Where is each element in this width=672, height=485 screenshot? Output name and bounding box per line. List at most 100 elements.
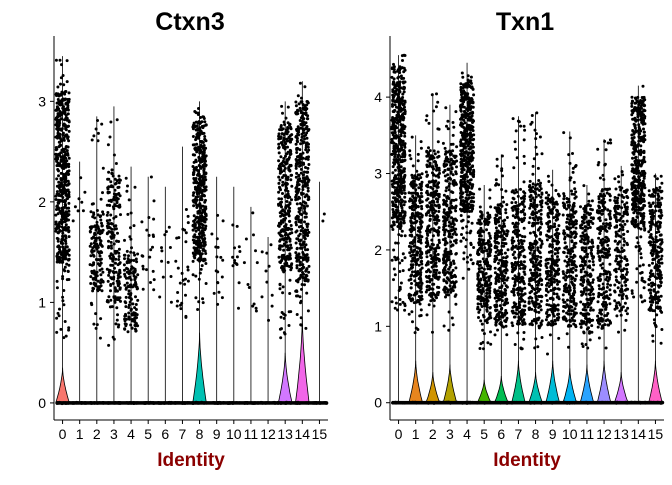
expression-point xyxy=(467,268,470,271)
expression-point xyxy=(460,122,463,125)
expression-point xyxy=(409,216,412,219)
expression-point xyxy=(481,284,484,287)
expression-point xyxy=(503,219,506,222)
expression-point xyxy=(236,225,239,228)
expression-point xyxy=(110,185,113,188)
expression-point xyxy=(410,260,413,263)
expression-point xyxy=(471,87,474,90)
expression-point xyxy=(419,223,422,226)
expression-point xyxy=(410,310,413,313)
expression-point xyxy=(251,305,254,308)
expression-point xyxy=(218,291,221,294)
expression-point xyxy=(111,264,114,267)
expression-point xyxy=(306,100,309,103)
expression-point xyxy=(465,238,468,241)
expression-point xyxy=(455,183,458,186)
expression-point xyxy=(130,284,133,287)
expression-point xyxy=(413,236,416,239)
x-tick-label: 1 xyxy=(76,426,84,442)
expression-point xyxy=(116,250,119,253)
expression-point xyxy=(447,293,450,296)
expression-point xyxy=(288,220,291,223)
expression-point xyxy=(411,298,414,301)
expression-point xyxy=(461,76,464,79)
expression-point xyxy=(296,313,299,316)
expression-point xyxy=(179,307,182,310)
expression-point xyxy=(198,236,201,239)
expression-point xyxy=(396,206,399,209)
expression-point xyxy=(429,218,432,221)
expression-point xyxy=(415,184,418,187)
expression-point xyxy=(101,271,104,274)
expression-point xyxy=(431,331,434,334)
expression-point xyxy=(391,200,394,203)
expression-point xyxy=(489,330,492,333)
expression-point xyxy=(480,299,483,302)
expression-point xyxy=(236,255,239,258)
expression-point xyxy=(182,279,185,282)
expression-point xyxy=(410,286,413,289)
expression-point xyxy=(391,103,394,106)
expression-point xyxy=(449,152,452,155)
expression-point xyxy=(238,245,241,248)
expression-point xyxy=(393,155,396,158)
expression-point xyxy=(487,217,490,220)
expression-point xyxy=(468,85,471,88)
expression-point xyxy=(478,297,481,300)
expression-point xyxy=(462,119,465,122)
expression-point xyxy=(106,226,109,229)
expression-point xyxy=(202,301,205,304)
expression-point xyxy=(428,303,431,306)
expression-point xyxy=(427,249,430,252)
expression-point xyxy=(194,124,197,127)
expression-point xyxy=(450,236,453,239)
expression-point xyxy=(447,268,450,271)
expression-point xyxy=(421,267,424,270)
expression-point xyxy=(109,136,112,139)
expression-point xyxy=(55,177,58,180)
expression-point xyxy=(136,253,139,256)
expression-point xyxy=(301,263,304,266)
expression-point xyxy=(435,269,438,272)
expression-point xyxy=(481,323,484,326)
expression-point xyxy=(279,283,282,286)
expression-point xyxy=(61,235,64,238)
violin-7 xyxy=(174,147,191,405)
expression-point xyxy=(280,259,283,262)
expression-point xyxy=(420,291,423,294)
expression-point xyxy=(495,237,498,240)
expression-point xyxy=(392,82,395,85)
expression-point xyxy=(194,275,197,278)
expression-point xyxy=(397,233,400,236)
expression-point xyxy=(280,126,283,129)
expression-point xyxy=(68,157,71,160)
expression-point xyxy=(477,302,480,305)
expression-point xyxy=(278,187,281,190)
expression-point xyxy=(184,294,187,297)
expression-point xyxy=(471,171,474,174)
expression-point xyxy=(134,328,137,331)
expression-point xyxy=(290,198,293,201)
expression-point xyxy=(98,252,101,255)
expression-point xyxy=(288,214,291,217)
expression-point xyxy=(115,215,118,218)
expression-point xyxy=(112,271,115,274)
expression-point xyxy=(301,180,304,183)
expression-point xyxy=(99,273,102,276)
expression-point xyxy=(297,131,300,134)
expression-point xyxy=(114,224,117,227)
expression-point xyxy=(78,197,81,200)
expression-point xyxy=(305,274,308,277)
expression-point xyxy=(290,228,293,231)
expression-point xyxy=(61,299,64,302)
expression-point xyxy=(446,242,449,245)
expression-point xyxy=(233,261,236,264)
expression-point xyxy=(436,214,439,217)
expression-point xyxy=(435,222,438,225)
expression-point xyxy=(280,197,283,200)
expression-point xyxy=(480,342,483,345)
expression-point xyxy=(200,120,203,123)
expression-point xyxy=(187,269,190,272)
expression-point xyxy=(397,209,400,212)
expression-point xyxy=(195,160,198,163)
